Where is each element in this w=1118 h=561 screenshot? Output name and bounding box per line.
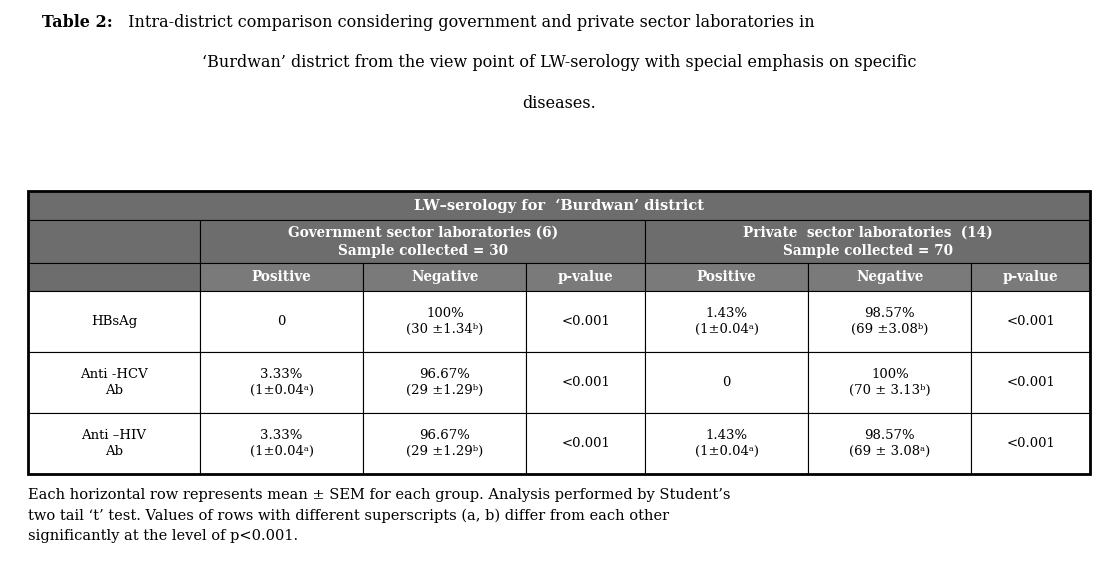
Bar (972, 291, 1090, 352)
Bar (972, 263, 1090, 291)
Text: diseases.: diseases. (522, 95, 596, 112)
Text: Intra-district comparison considering government and private sector laboratories: Intra-district comparison considering go… (123, 14, 815, 31)
Text: Negative: Negative (856, 270, 923, 284)
Bar (28, 220, 200, 263)
Bar (28, 291, 200, 352)
Bar (808, 263, 972, 291)
Text: <0.001: <0.001 (1006, 315, 1055, 328)
Bar (28, 191, 1090, 220)
Text: Positive: Positive (252, 270, 312, 284)
Bar (363, 263, 527, 291)
Bar (200, 263, 363, 291)
Text: 100%
(70 ± 3.13ᵇ): 100% (70 ± 3.13ᵇ) (849, 368, 930, 397)
Bar (527, 291, 645, 352)
Bar (808, 413, 972, 474)
Text: HBsAg: HBsAg (91, 315, 138, 328)
Text: Anti -HCV
Ab: Anti -HCV Ab (80, 368, 148, 397)
Text: ‘Burdwan’ district from the view point of LW-serology with special emphasis on s: ‘Burdwan’ district from the view point o… (201, 54, 917, 71)
Text: 96.67%
(29 ±1.29ᵇ): 96.67% (29 ±1.29ᵇ) (406, 368, 483, 397)
Text: 0: 0 (722, 376, 731, 389)
Bar (28, 191, 1090, 474)
Text: Each horizontal row represents mean ± SEM for each group. Analysis performed by : Each horizontal row represents mean ± SE… (28, 488, 730, 543)
Bar (808, 352, 972, 413)
Text: 0: 0 (277, 315, 286, 328)
Text: 3.33%
(1±0.04ᵃ): 3.33% (1±0.04ᵃ) (249, 429, 314, 458)
Bar (645, 352, 808, 413)
Text: 1.43%
(1±0.04ᵃ): 1.43% (1±0.04ᵃ) (694, 307, 759, 337)
Text: Table 2:: Table 2: (42, 14, 113, 31)
Text: 98.57%
(69 ±3.08ᵇ): 98.57% (69 ±3.08ᵇ) (851, 307, 929, 337)
Bar (200, 352, 363, 413)
Bar (645, 263, 808, 291)
Text: <0.001: <0.001 (561, 315, 610, 328)
Text: Positive: Positive (697, 270, 757, 284)
Bar (200, 220, 645, 263)
Bar (527, 413, 645, 474)
Text: <0.001: <0.001 (1006, 437, 1055, 450)
Text: 98.57%
(69 ± 3.08ᵃ): 98.57% (69 ± 3.08ᵃ) (850, 429, 930, 458)
Text: <0.001: <0.001 (561, 376, 610, 389)
Bar (28, 413, 200, 474)
Text: <0.001: <0.001 (1006, 376, 1055, 389)
Text: 100%
(30 ±1.34ᵇ): 100% (30 ±1.34ᵇ) (406, 307, 483, 337)
Text: 1.43%
(1±0.04ᵃ): 1.43% (1±0.04ᵃ) (694, 429, 759, 458)
Bar (28, 352, 200, 413)
Bar (645, 291, 808, 352)
Text: p-value: p-value (1003, 270, 1059, 284)
Bar (28, 263, 200, 291)
Text: Negative: Negative (411, 270, 479, 284)
Bar (645, 220, 1090, 263)
Bar (200, 291, 363, 352)
Text: 96.67%
(29 ±1.29ᵇ): 96.67% (29 ±1.29ᵇ) (406, 429, 483, 458)
Bar (808, 291, 972, 352)
Bar (363, 291, 527, 352)
Text: 3.33%
(1±0.04ᵃ): 3.33% (1±0.04ᵃ) (249, 368, 314, 397)
Bar (363, 352, 527, 413)
Text: Government sector laboratories (6)
Sample collected = 30: Government sector laboratories (6) Sampl… (287, 226, 558, 257)
Bar (527, 352, 645, 413)
Bar (527, 263, 645, 291)
Text: LW–serology for  ‘Burdwan’ district: LW–serology for ‘Burdwan’ district (414, 199, 704, 213)
Text: Private  sector laboratories  (14)
Sample collected = 70: Private sector laboratories (14) Sample … (742, 226, 993, 257)
Bar (645, 413, 808, 474)
Text: p-value: p-value (558, 270, 614, 284)
Text: Anti –HIV
Ab: Anti –HIV Ab (82, 429, 146, 458)
Bar (972, 352, 1090, 413)
Bar (972, 413, 1090, 474)
Text: <0.001: <0.001 (561, 437, 610, 450)
Bar (200, 413, 363, 474)
Bar (363, 413, 527, 474)
